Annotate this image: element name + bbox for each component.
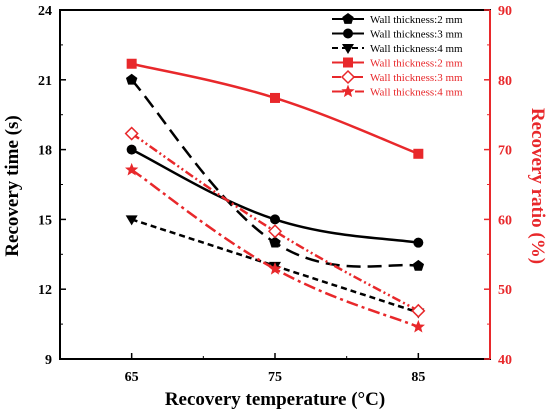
legend-label: Wall thickness:2 mm [370,58,463,70]
data-point [124,126,139,141]
y-axis-right-title: Recovery ratio (%) [527,108,548,264]
y-right-tick-label: 60 [498,213,512,228]
x-axis-ticks: 65 75 85 [125,353,425,385]
legend-marker [341,84,355,98]
y-left-tick-label: 18 [38,144,52,159]
legend-label: Wall thickness:2 mm [370,14,463,26]
series-1 [125,73,425,271]
legend-item: Wall thickness:2 mm [332,13,463,26]
y-left-tick-label: 12 [38,283,52,298]
legend-item: Wall thickness:4 mm [332,84,463,99]
y-left-tick-label: 9 [45,353,52,368]
y-left-tick-label: 21 [38,74,52,89]
data-point [125,215,138,226]
legend-item: Wall thickness:3 mm [332,69,463,85]
data-point [125,162,139,176]
x-tick-label: 75 [268,370,282,385]
legend-label: Wall thickness:3 mm [370,29,463,41]
y-right-tick-label: 40 [498,353,512,368]
legend-marker [342,13,354,24]
y-right-tick-label: 80 [498,74,512,89]
series-6 [125,162,425,333]
legend-marker [343,28,353,39]
data-point [267,224,283,239]
series-4 [126,58,424,159]
data-point [413,237,424,248]
legend-marker [342,44,354,54]
legend-label: Wall thickness:4 mm [370,43,463,55]
legend: Wall thickness:2 mm Wall thickness:3 mm Wa… [332,13,463,99]
data-point [126,58,137,69]
y-right-tick-label: 50 [498,283,512,298]
series-2 [126,144,424,248]
y-right-tick-label: 70 [498,144,512,159]
series-line [130,132,419,312]
data-point [411,319,425,333]
legend-marker [343,57,353,68]
data-point [270,214,280,225]
data-point [268,261,282,275]
series-5 [124,126,426,318]
data-point [411,303,426,318]
series-line [130,168,419,329]
y-right-tick-label: 90 [498,4,512,19]
data-point [412,259,425,271]
legend-label: Wall thickness:4 mm [370,87,463,99]
x-axis-title: Recovery temperature (°C) [165,389,385,410]
data-point [413,148,424,159]
data-point [269,236,281,248]
legend-item: Wall thickness:2 mm [332,57,463,70]
legend-marker [340,69,356,85]
legend-item: Wall thickness:4 mm [332,43,463,55]
x-tick-label: 85 [411,370,425,385]
y-left-tick-label: 15 [38,213,52,228]
data-point [125,73,138,85]
data-point [126,144,137,155]
right-axis-ticks: 40 50 60 70 80 90 [484,4,512,368]
legend-item: Wall thickness:3 mm [332,28,463,41]
series-layer [124,58,426,333]
x-tick-label: 65 [125,370,139,385]
left-axis-ticks: 9 12 15 18 21 24 [38,4,66,368]
y-left-tick-label: 24 [38,4,52,19]
data-point [270,92,280,103]
legend-label: Wall thickness:3 mm [370,72,463,84]
y-axis-left-title: Recovery time (s) [2,115,23,256]
